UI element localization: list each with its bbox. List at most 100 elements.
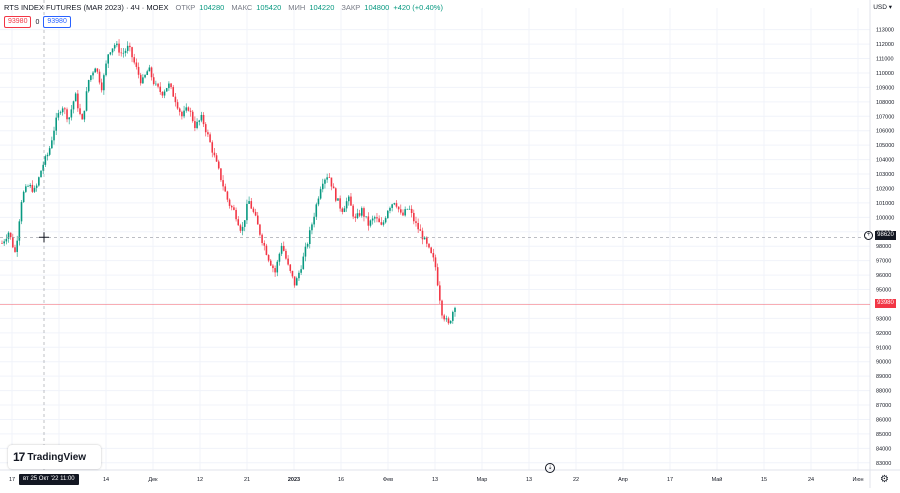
change-value: +420 (+0.40%): [393, 3, 443, 12]
candle-body: [70, 109, 73, 118]
candle-body: [148, 67, 151, 72]
candle-body: [107, 54, 110, 64]
tradingview-logo[interactable]: 17 TradingView: [8, 445, 101, 469]
price-tick-label: 84000: [876, 446, 891, 452]
symbol-title[interactable]: RTS INDEX FUTURES (MAR 2023) · 4Ч · MOEX: [4, 3, 169, 12]
candle-body: [57, 113, 60, 118]
candle-body: [152, 77, 155, 84]
candle-body: [157, 83, 159, 87]
candle-body: [194, 121, 196, 129]
candle-body: [376, 217, 378, 219]
candle-body: [226, 191, 229, 200]
candle-body: [22, 191, 25, 203]
candle-body: [12, 237, 14, 248]
candle-body: [38, 177, 40, 186]
candle-body: [103, 75, 105, 91]
candle-body: [343, 208, 346, 212]
candle-body: [434, 257, 437, 268]
candle-body: [365, 216, 367, 218]
candle-body: [449, 320, 452, 324]
price-tick-label: 106000: [876, 129, 894, 135]
candle-body: [445, 318, 448, 320]
candle-body: [1, 243, 3, 244]
candle-body: [81, 114, 83, 120]
candle-body: [246, 203, 248, 221]
candle-body: [404, 209, 406, 216]
candle-body: [51, 140, 53, 149]
candle-body: [53, 130, 55, 141]
candle-body: [276, 261, 279, 273]
candle-body: [96, 68, 99, 72]
candle-body: [256, 215, 259, 225]
buy-button[interactable]: 93980: [43, 16, 71, 28]
candle-body: [387, 210, 389, 219]
candle-body: [196, 121, 198, 129]
candle-body: [18, 221, 21, 241]
candle-body: [59, 112, 62, 114]
time-tick-label: Май: [712, 476, 723, 483]
candle-body: [454, 307, 456, 312]
candle-body: [389, 207, 391, 211]
high-label: МАКС: [231, 3, 253, 12]
candle-body: [330, 177, 333, 187]
candle-body: [263, 243, 266, 246]
candle-body: [402, 212, 404, 216]
goto-realtime-icon[interactable]: ⇣: [545, 463, 555, 473]
candle-body: [68, 117, 70, 120]
price-tick-label: 100000: [876, 215, 894, 221]
sell-button[interactable]: 93980: [4, 16, 32, 28]
candle-body: [94, 68, 97, 73]
candle-body: [369, 220, 372, 226]
candle-body: [3, 241, 5, 244]
tradingview-logo-icon: 17: [13, 450, 25, 464]
candle-body: [72, 101, 75, 110]
candle-body: [183, 110, 185, 117]
high-value: 105420: [256, 3, 282, 12]
candle-body: [432, 253, 435, 258]
candle-body: [382, 222, 385, 225]
time-tick-label: Июн: [852, 477, 863, 483]
low-value: 104220: [309, 3, 335, 12]
price-tick-label: 96000: [876, 273, 891, 279]
candle-body: [146, 71, 149, 75]
candle-body: [113, 45, 116, 49]
candle-body: [122, 52, 125, 54]
gear-icon[interactable]: ⚙: [880, 474, 889, 485]
candle-body: [254, 211, 257, 216]
candle-body: [48, 148, 51, 155]
candle-body: [198, 120, 201, 122]
candle-body: [155, 83, 157, 85]
plus-icon[interactable]: +: [864, 231, 873, 240]
candle-body: [300, 269, 302, 273]
candle-body: [150, 67, 153, 78]
candle-body: [77, 93, 79, 109]
candle-body: [189, 110, 192, 112]
currency-selector[interactable]: USD ▾: [873, 4, 892, 11]
price-tick-label: 98000: [876, 244, 891, 250]
price-tick-label: 105000: [876, 143, 894, 149]
candle-body: [83, 110, 86, 120]
price-tick-label: 109000: [876, 85, 894, 91]
candle-body: [380, 222, 383, 225]
candle-body: [328, 177, 331, 178]
candle-body: [215, 155, 218, 162]
candle-body: [341, 208, 344, 212]
time-tick-label: 16: [338, 477, 344, 483]
candle-body: [133, 57, 136, 63]
candle-body: [230, 205, 233, 208]
candle-body: [109, 52, 112, 55]
candle-body: [187, 107, 190, 111]
candle-body: [14, 247, 16, 252]
open-label: ОТКР: [175, 3, 196, 12]
time-tick-label: Дек: [148, 477, 158, 483]
candle-body: [452, 311, 454, 321]
time-tick-label: 13: [432, 477, 438, 483]
price-tick-label: 103000: [876, 172, 894, 178]
candle-body: [237, 219, 240, 226]
candle-body: [64, 108, 66, 110]
logo-text: TradingView: [27, 451, 87, 463]
candle-body: [439, 285, 441, 301]
candle-body: [16, 240, 18, 252]
